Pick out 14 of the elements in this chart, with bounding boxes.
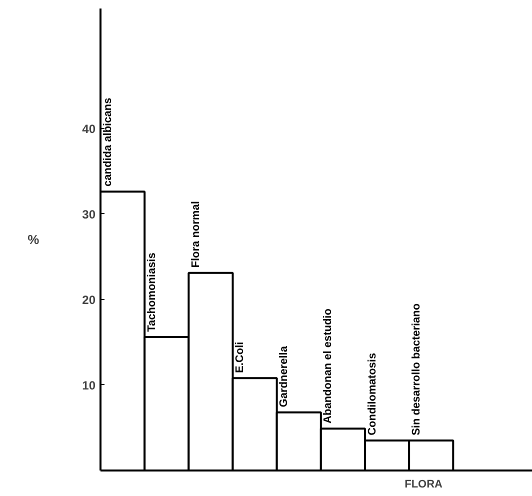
x-tick-label: candida albicans xyxy=(102,98,114,186)
x-axis-title: FLORA xyxy=(404,478,443,490)
y-axis-title: % xyxy=(28,232,40,247)
y-tick-label: 20 xyxy=(82,292,96,307)
y-tick-label: 30 xyxy=(82,207,96,222)
y-tick-label: 10 xyxy=(82,378,96,392)
x-tick-label: Flora normal xyxy=(190,201,202,268)
x-tick-label: Abandonan el estudio xyxy=(322,308,334,424)
x-tick-label: Tachomoniasis xyxy=(146,252,158,332)
x-tick-label: E.Coli xyxy=(234,342,246,373)
x-tick-label: Sin desarrollo bacteriano xyxy=(410,303,422,436)
x-tick-label: Condilomatosis xyxy=(366,352,378,436)
y-tick-label: 40 xyxy=(82,122,96,136)
x-tick-label: Gardnerella xyxy=(278,345,290,408)
